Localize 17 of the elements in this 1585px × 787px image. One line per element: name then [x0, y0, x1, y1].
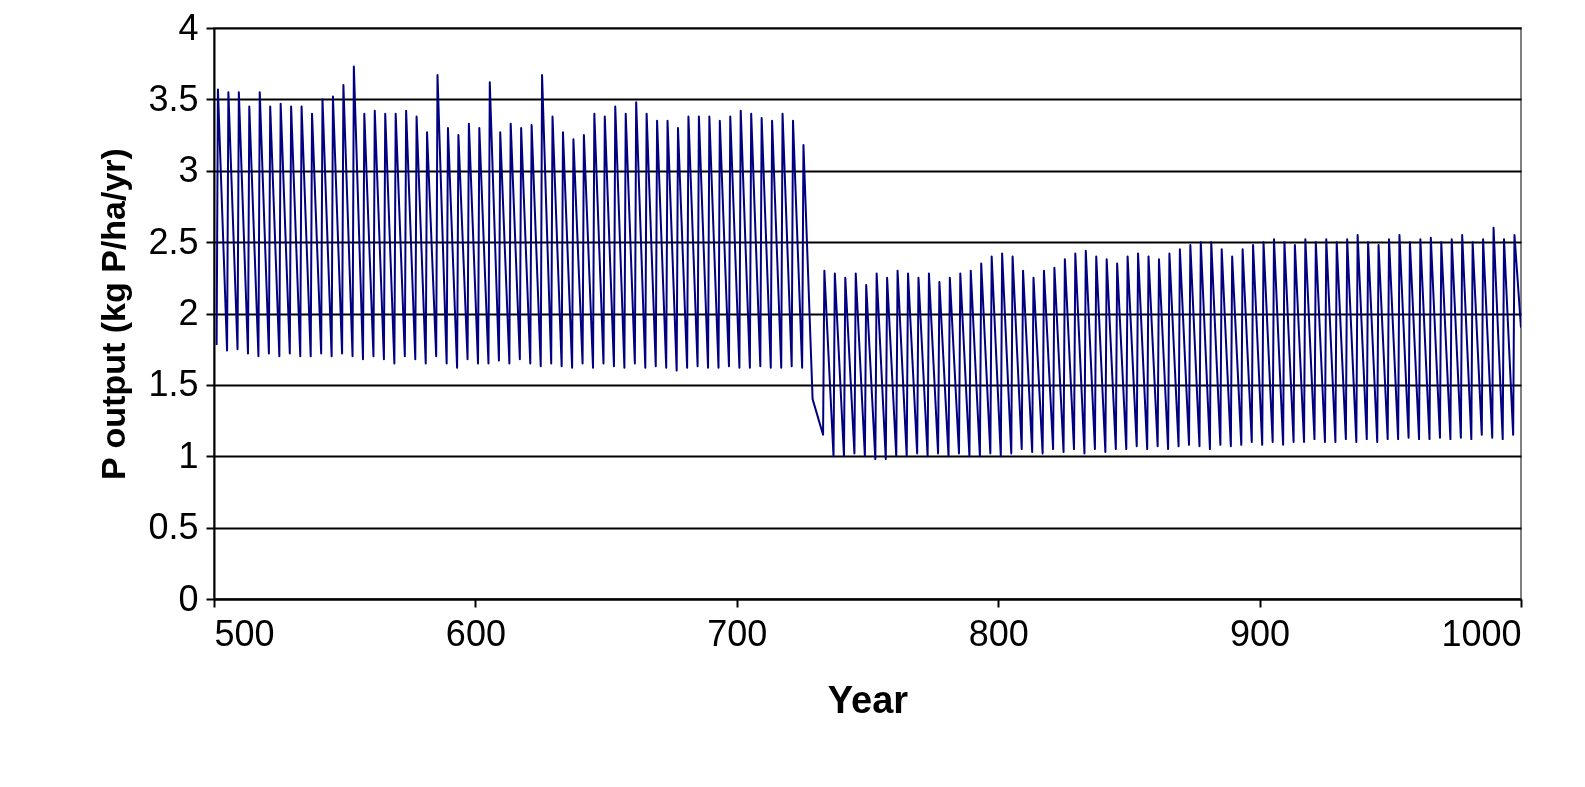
- y-tick-label: 3: [178, 149, 199, 191]
- y-axis-title: P output (kg P/ha/yr): [94, 148, 133, 480]
- x-tick-label: 500: [214, 612, 275, 654]
- x-axis-title: Year: [827, 678, 909, 721]
- y-tick-label: 2.5: [148, 220, 199, 262]
- x-tick-label: 900: [1230, 612, 1291, 654]
- y-tick-label: 3.5: [148, 77, 199, 119]
- x-tick-label: 1000: [1441, 612, 1522, 654]
- y-tick-label: 1: [178, 434, 199, 476]
- y-tick-label: 0.5: [148, 506, 199, 548]
- x-tick-label: 800: [968, 612, 1029, 654]
- y-tick-label: 1.5: [148, 363, 199, 405]
- x-tick-label: 600: [445, 612, 506, 654]
- x-tick-label: 700: [707, 612, 768, 654]
- y-tick-label: 0: [178, 577, 199, 619]
- y-tick-label: 2: [178, 292, 199, 333]
- y-tick-label: 4: [178, 6, 199, 48]
